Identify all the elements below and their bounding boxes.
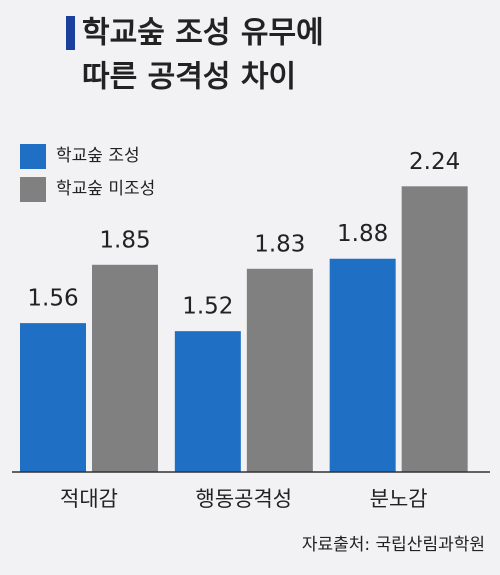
bar — [329, 258, 396, 472]
bar — [174, 331, 241, 472]
bar — [246, 268, 313, 472]
bar — [20, 323, 86, 472]
legend-swatch — [20, 144, 46, 169]
value-label: 1.83 — [254, 231, 305, 257]
legend-swatch — [20, 177, 46, 202]
x-tick-label: 분노감 — [370, 487, 428, 511]
legend-label: 학교숲 미조성 — [56, 179, 155, 199]
value-label: 2.24 — [409, 149, 460, 175]
chart-title: 따른 공격성 차이 — [82, 60, 296, 95]
source: 자료출처: 국립산림과학원 — [302, 535, 485, 555]
bar — [92, 264, 158, 472]
x-tick-label: 행동공격성 — [196, 487, 293, 511]
value-label: 1.85 — [99, 227, 150, 253]
bar — [401, 186, 468, 473]
value-label: 1.52 — [182, 294, 233, 320]
value-label: 1.56 — [27, 286, 78, 312]
value-label: 1.88 — [337, 221, 388, 247]
chart-title: 학교숲 조성 유무에 — [82, 16, 324, 51]
title-marker — [66, 16, 75, 50]
legend-label: 학교숲 조성 — [56, 146, 140, 166]
x-tick-label: 적대감 — [60, 487, 118, 511]
